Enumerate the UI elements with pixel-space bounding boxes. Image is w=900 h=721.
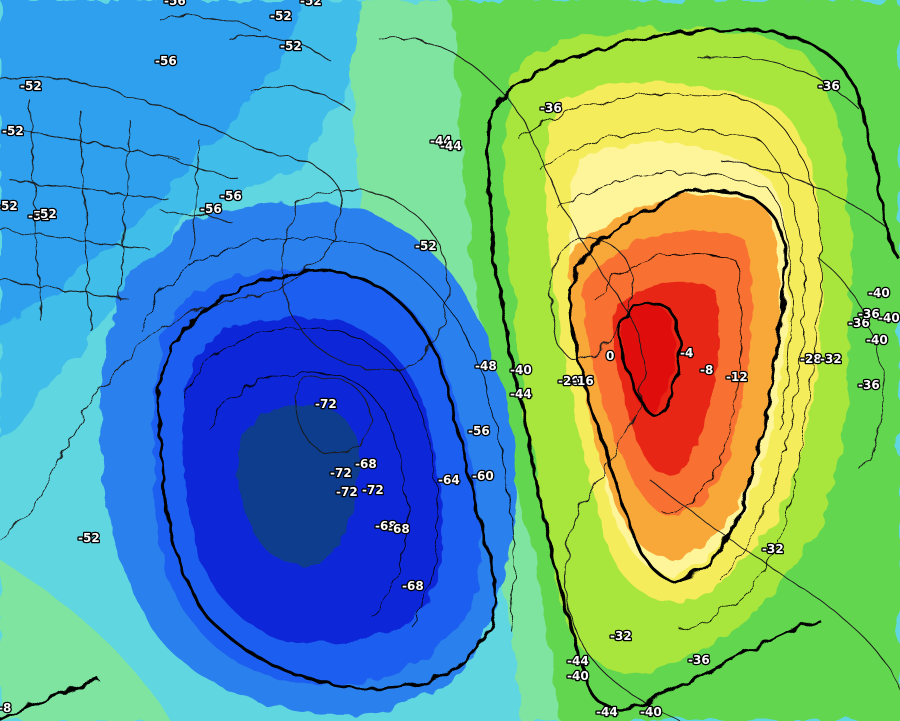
field-band-cool-deep	[0, 0, 300, 330]
contour-value-label: -52	[0, 199, 18, 213]
contour-value-label: -52	[2, 124, 24, 138]
contour-value-label: -72	[336, 485, 358, 499]
contour-value-label: -40	[510, 363, 532, 377]
contour-value-label: -20	[558, 374, 580, 388]
contour-warm-1	[519, 93, 823, 631]
contour-value-label: -36	[848, 316, 870, 330]
contour-value-label: -56	[155, 54, 177, 68]
contour-value-label: -32	[762, 542, 784, 556]
contour-value-label: -68	[402, 579, 424, 593]
field-band-mild-sw	[0, 560, 170, 721]
contour-value-label: -28	[800, 352, 822, 366]
contour-warm-core	[618, 302, 681, 417]
contour-cool-1	[139, 237, 515, 631]
contour-cold-2	[209, 371, 407, 616]
contour-value-label: -64	[438, 473, 460, 487]
contour-value-label: -52	[415, 239, 437, 253]
contour-value-label: -52	[270, 9, 292, 23]
contour-value-label: -68	[375, 519, 397, 533]
contour-value-label: 0	[606, 349, 614, 363]
contour-value-label: -8	[0, 701, 11, 715]
boundary-states-1	[0, 99, 181, 331]
thin-contours	[139, 93, 823, 631]
contour-value-label: -68	[355, 457, 377, 471]
contour-value-label: -8	[700, 363, 713, 377]
contour-value-label: -60	[472, 469, 494, 483]
contour-value-label: -36	[858, 378, 880, 392]
contour-value-label: -72	[315, 397, 337, 411]
coastline-greenland	[281, 189, 449, 371]
thick-contours	[0, 27, 900, 721]
contour-value-label: -56	[164, 0, 186, 8]
contour-value-label: -36	[818, 79, 840, 93]
contour-value-label: -56	[468, 424, 490, 438]
coastline-east-asia	[819, 259, 885, 471]
contour-value-label: -36	[688, 653, 710, 667]
coastline-eurasia	[379, 37, 681, 721]
contour-value-label: -68	[388, 522, 410, 536]
contour-value-label: -36	[858, 307, 880, 321]
contour-value-label: -44	[567, 654, 589, 668]
contour-value-label: -52	[20, 79, 42, 93]
coastline-svalbard	[295, 375, 372, 454]
coastline-arctic-islands	[159, 15, 351, 111]
contour-cold-outer	[157, 269, 497, 691]
boundary-states-2	[159, 139, 241, 261]
contour-value-label: -52	[28, 209, 50, 223]
contour-value-label: -72	[362, 483, 384, 497]
contour-value-label: -40	[640, 705, 662, 719]
contour-value-label: -44	[440, 139, 462, 153]
contour-value-label: -40	[866, 333, 888, 347]
contour-value-label: -32	[610, 629, 632, 643]
contour-value-label: -36	[540, 101, 562, 115]
contour-value-label: -52	[300, 0, 322, 8]
contour-value-label: -48	[475, 359, 497, 373]
contour-value-label: -12	[726, 370, 748, 384]
contour-value-label: -44	[430, 134, 452, 148]
contour-warm-4	[594, 253, 743, 513]
contour-value-label: -72	[330, 466, 352, 480]
contour-warm-3	[559, 172, 793, 431]
coastline-siberia	[649, 57, 900, 691]
contour-value-label: -52	[35, 207, 57, 221]
contour-value-label: -40	[567, 669, 589, 683]
contour-value-label: -40	[868, 286, 890, 300]
contour-warm-outer	[485, 27, 900, 711]
contour-value-label: -52	[280, 39, 302, 53]
contour-value-label: -32	[820, 352, 842, 366]
contour-value-label: -56	[220, 189, 242, 203]
contour-value-label: -44	[510, 387, 532, 401]
contour-cold-southwest	[0, 678, 101, 721]
contour-value-label: -52	[78, 531, 100, 545]
contour-warm-2	[539, 129, 805, 581]
coastlines	[0, 15, 900, 721]
field-band-hot-core	[622, 305, 676, 413]
contour-value-label: -4	[680, 346, 693, 360]
contour-value-label: -16	[572, 374, 594, 388]
coastline-scandinavia	[549, 239, 634, 361]
contour-cold-1	[184, 327, 439, 626]
coastline-north-america	[0, 76, 344, 541]
contour-warm-inner	[568, 187, 787, 583]
field-band-cold-core	[237, 405, 360, 566]
contour-value-label: -40	[878, 311, 900, 325]
contour-value-label: -56	[200, 202, 222, 216]
contour-value-label: -44	[596, 705, 618, 719]
